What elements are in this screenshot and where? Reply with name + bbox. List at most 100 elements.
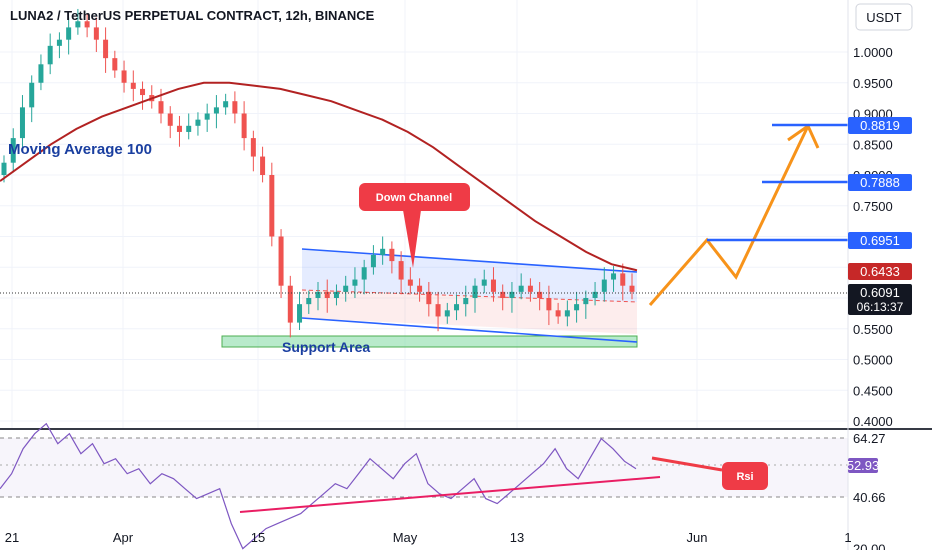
price-tick-label: 1.0000 xyxy=(853,45,893,60)
candle-body xyxy=(315,291,321,298)
candle xyxy=(333,284,339,306)
candle-body xyxy=(269,175,275,237)
candle xyxy=(601,267,607,302)
candle xyxy=(121,60,127,93)
candle xyxy=(112,50,118,78)
candle xyxy=(555,302,561,324)
candle-body xyxy=(500,291,506,298)
candle xyxy=(195,112,201,136)
candle-body xyxy=(47,45,53,65)
rsi-trendline xyxy=(239,476,661,513)
level-tag-0789 xyxy=(848,174,912,191)
candle-body xyxy=(380,248,386,255)
candle-body xyxy=(297,304,303,323)
candle-body xyxy=(29,82,35,108)
candle xyxy=(84,13,90,38)
candle-body xyxy=(324,291,330,298)
currency-button-label: USDT xyxy=(866,10,901,25)
candle-body xyxy=(555,310,561,317)
candle-body xyxy=(306,298,312,305)
candle-body xyxy=(84,21,90,28)
candle xyxy=(426,282,432,317)
candle xyxy=(130,70,136,102)
candle xyxy=(361,259,367,295)
rsi-callout-label: Rsi xyxy=(736,471,753,483)
candle-body xyxy=(333,291,339,298)
candle-body xyxy=(574,304,580,311)
candle-body xyxy=(583,298,589,305)
candle xyxy=(389,241,395,274)
candle-body xyxy=(121,70,127,83)
candle xyxy=(75,8,81,35)
ma-value-tag-text: 0.6433 xyxy=(860,264,900,279)
candle-body xyxy=(241,113,247,139)
candle-body xyxy=(195,119,201,126)
down-channel-fill-upper xyxy=(302,249,637,302)
candle-body xyxy=(426,291,432,305)
candle-body xyxy=(490,279,496,292)
candle xyxy=(167,106,173,139)
candle-body xyxy=(444,310,450,317)
candle xyxy=(186,113,192,140)
candle xyxy=(407,267,413,294)
candle-body xyxy=(112,58,118,71)
price-tick-label: 0.7500 xyxy=(853,199,893,214)
candle-body xyxy=(19,107,25,139)
rsi-axis[interactable]: 64.27 40.66 20.00 xyxy=(853,431,886,550)
candle-body xyxy=(103,39,109,59)
currency-button[interactable] xyxy=(855,3,913,31)
candle xyxy=(490,267,496,302)
candle-body xyxy=(140,88,146,96)
candle-body xyxy=(204,113,210,120)
candle-body xyxy=(417,285,423,292)
candle xyxy=(93,17,99,52)
level-tag-0695-text: 0.6951 xyxy=(860,233,900,248)
price-tick-label: 0.5500 xyxy=(853,322,893,337)
moving-average-100-line xyxy=(0,81,638,272)
candle-body xyxy=(176,125,182,132)
projection-arrow xyxy=(648,125,810,306)
time-axis[interactable]: 21 Apr 15 May 13 Jun 1 xyxy=(5,530,852,545)
candle-body xyxy=(620,273,626,286)
candle xyxy=(444,302,450,324)
moving-average-label: Moving Average 100 xyxy=(8,141,152,158)
candle xyxy=(232,91,238,124)
candle-body xyxy=(389,248,395,262)
rsi-value-tag xyxy=(848,458,878,473)
candle-body xyxy=(537,291,543,298)
candle-body xyxy=(546,298,552,311)
candle xyxy=(592,282,598,306)
candle xyxy=(564,300,570,327)
candle xyxy=(269,162,275,247)
time-tick-label: 13 xyxy=(510,530,524,545)
candle xyxy=(103,27,109,73)
down-channel-lower-line xyxy=(301,317,638,343)
candle xyxy=(546,285,552,326)
candle xyxy=(454,294,460,321)
candle xyxy=(260,146,266,183)
candle xyxy=(583,290,589,319)
candle-body xyxy=(158,101,164,114)
candle-body xyxy=(352,279,358,286)
candle xyxy=(500,284,506,311)
down-channel-callout xyxy=(359,183,470,211)
time-tick-label: Apr xyxy=(113,530,134,545)
rsi-tick-label: 40.66 xyxy=(853,490,886,505)
candle xyxy=(176,115,182,147)
candle-body xyxy=(56,39,62,46)
main-pane xyxy=(0,0,848,428)
candle xyxy=(250,130,256,172)
candle xyxy=(324,279,330,313)
time-tick-label: Jun xyxy=(687,530,708,545)
candlestick-series xyxy=(1,8,635,338)
time-tick-label: May xyxy=(393,530,418,545)
candle xyxy=(56,32,62,59)
candle xyxy=(463,285,469,317)
time-tick-label: 1 xyxy=(844,530,851,545)
rsi-line xyxy=(0,422,637,550)
candle-body xyxy=(509,291,515,298)
candle-body xyxy=(66,27,72,40)
current-price-tag xyxy=(848,284,912,315)
candle xyxy=(297,291,303,330)
